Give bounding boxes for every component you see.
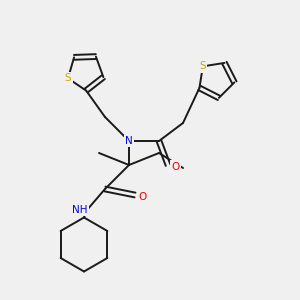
Text: O: O [138, 191, 147, 202]
Text: S: S [65, 74, 71, 83]
Text: NH: NH [72, 205, 87, 215]
Text: S: S [200, 61, 206, 71]
Text: N: N [125, 136, 133, 146]
Text: O: O [171, 161, 180, 172]
